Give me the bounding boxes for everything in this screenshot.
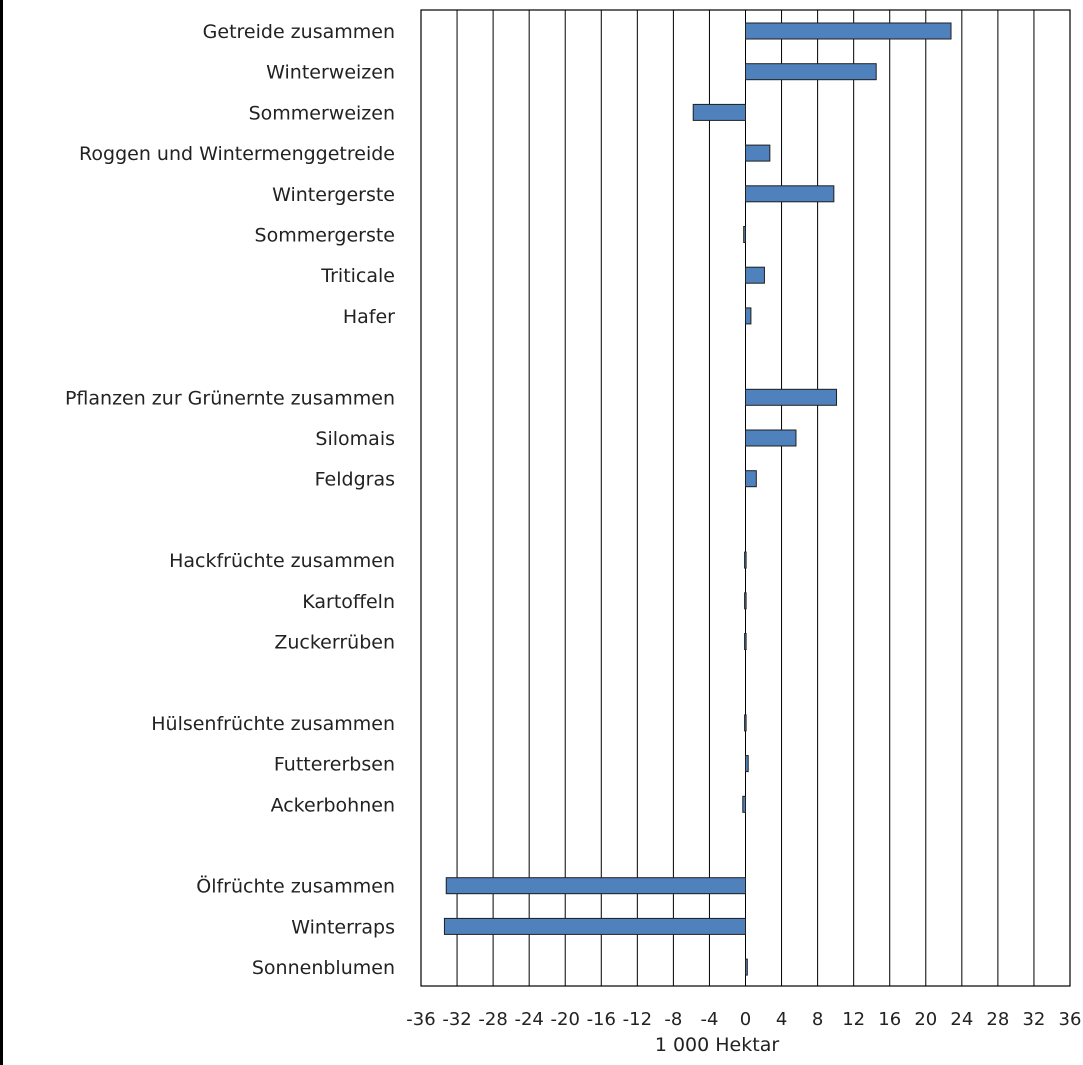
- x-tick-label: -32: [442, 1009, 471, 1030]
- category-label: Getreide zusammen: [203, 21, 395, 43]
- category-label: Pflanzen zur Grünernte zusammen: [65, 387, 395, 409]
- category-label: Winterraps: [291, 916, 395, 938]
- x-axis-label: 1 000 Hektar: [655, 1034, 780, 1056]
- bar: [745, 470, 757, 488]
- category-label: Silomais: [315, 428, 395, 450]
- x-tick-label: -28: [478, 1009, 507, 1030]
- bar: [745, 755, 749, 773]
- bar: [744, 592, 747, 610]
- category-label: Zuckerrüben: [274, 632, 395, 654]
- bars: [443, 22, 952, 976]
- x-tick-label: 28: [986, 1009, 1009, 1030]
- category-label: Winterweizen: [266, 62, 395, 84]
- bar: [744, 551, 747, 569]
- x-tick-label: -16: [587, 1009, 616, 1030]
- x-tick-label: -20: [551, 1009, 580, 1030]
- bar: [692, 103, 746, 121]
- category-label: Feldgras: [315, 469, 395, 491]
- bar: [744, 714, 747, 732]
- bar: [445, 877, 746, 895]
- category-label: Wintergerste: [272, 184, 395, 206]
- x-tick-label: 16: [878, 1009, 901, 1030]
- bar: [745, 63, 877, 81]
- bar: [745, 429, 797, 447]
- bar: [742, 795, 747, 813]
- category-label: Hackfrüchte zusammen: [169, 550, 395, 572]
- category-labels: Getreide zusammen Winterweizen Sommerweize…: [65, 21, 395, 979]
- category-label: Hafer: [343, 306, 395, 328]
- x-tick-label: 12: [842, 1009, 865, 1030]
- bar: [745, 22, 952, 40]
- category-label: Kartoffeln: [302, 591, 395, 613]
- category-label: Sommerweizen: [249, 102, 395, 124]
- x-tick-label: 4: [776, 1009, 787, 1030]
- category-label: Sommergerste: [255, 225, 395, 247]
- bar: [745, 144, 771, 162]
- bar: [745, 307, 752, 325]
- x-tick-label: -4: [700, 1009, 718, 1030]
- x-tick-label: -12: [623, 1009, 652, 1030]
- x-tick-label: -8: [664, 1009, 682, 1030]
- category-label: Hülsenfrüchte zusammen: [151, 713, 395, 735]
- x-tick-label: -36: [406, 1009, 435, 1030]
- bar: [745, 958, 748, 976]
- bar: [743, 226, 746, 243]
- category-label: Ölfrüchte zusammen: [196, 875, 395, 898]
- category-label: Ackerbohnen: [271, 794, 395, 816]
- x-tick-label: 36: [1059, 1009, 1082, 1030]
- category-label: Sonnenblumen: [252, 957, 395, 979]
- category-label: Futtererbsen: [274, 754, 395, 776]
- left-border-line: [0, 0, 3, 1065]
- category-label: Triticale: [320, 265, 395, 287]
- x-tick-labels: -36 -32 -28 -24 -20 -16 -12 -8 -4 0 4 8 12 16 20 24 28 32…: [406, 1009, 1081, 1030]
- bar: [745, 185, 835, 203]
- x-tick-label: -24: [514, 1009, 543, 1030]
- bar: [745, 388, 838, 406]
- x-tick-label: 24: [950, 1009, 973, 1030]
- grid-lines: [420, 9, 1071, 987]
- x-tick-label: 20: [914, 1009, 937, 1030]
- x-tick-label: 0: [740, 1009, 751, 1030]
- x-tick-label: 32: [1022, 1009, 1045, 1030]
- x-tick-label: 8: [812, 1009, 823, 1030]
- category-label: Roggen und Wintermenggetreide: [79, 143, 395, 165]
- bar: [745, 266, 765, 284]
- bar: [443, 917, 746, 935]
- bar: [744, 633, 747, 650]
